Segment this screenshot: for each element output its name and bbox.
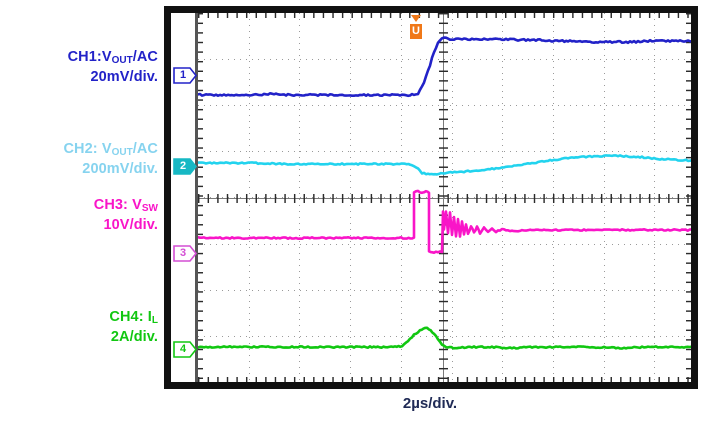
left-edge-ticks: [198, 13, 203, 382]
marker-label: 1: [179, 69, 187, 81]
channel-marker-2[interactable]: 2: [173, 158, 197, 175]
channel-marker-3[interactable]: 3: [173, 245, 197, 262]
waveform-4: [198, 326, 691, 350]
trigger-arrow-icon: [411, 15, 421, 22]
channel-legend: CH1:VOUT/AC 20mV/div. CH2: VOUT/AC 200mV…: [0, 0, 162, 444]
marker-tag-icon: [173, 341, 197, 358]
channel-marker-4[interactable]: 4: [173, 341, 197, 358]
timebase-label: 2µs/div.: [402, 395, 458, 412]
legend-ch3-scale: 10V/div.: [103, 216, 158, 233]
legend-ch4: CH4: IL 2A/div.: [0, 308, 158, 346]
channel-marker-1[interactable]: 1: [173, 67, 197, 84]
top-edge-ticks: [198, 13, 691, 18]
waveform-traces: [198, 36, 691, 350]
legend-ch1: CH1:VOUT/AC 20mV/div.: [0, 48, 158, 86]
legend-ch2-name: CH2: VOUT/AC: [63, 141, 158, 158]
marker-tag-icon: [173, 245, 197, 262]
horizontal-axis-ticks: [198, 194, 691, 203]
legend-ch2-scale: 200mV/div.: [82, 160, 158, 177]
legend-ch1-scale: 20mV/div.: [90, 68, 158, 85]
legend-ch1-name: CH1:VOUT/AC: [67, 49, 158, 66]
legend-ch4-scale: 2A/div.: [110, 328, 158, 345]
trigger-marker[interactable]: U: [408, 15, 424, 49]
oscilloscope-display: U 1 2 3 4: [164, 6, 698, 389]
bottom-edge-ticks: [198, 377, 691, 382]
marker-label: 4: [179, 343, 187, 355]
marker-label: 3: [179, 247, 187, 259]
marker-tag-icon: [173, 67, 197, 84]
graticule: U: [195, 13, 691, 382]
right-edge-ticks: [686, 13, 691, 382]
legend-ch2: CH2: VOUT/AC 200mV/div.: [0, 140, 158, 178]
waveform-2: [198, 154, 691, 176]
legend-ch3-name: CH3: VSW: [93, 197, 158, 214]
legend-ch4-name: CH4: IL: [109, 309, 158, 326]
marker-label: 2: [179, 160, 187, 172]
waveform-1: [198, 36, 691, 98]
waveform-3: [198, 189, 691, 254]
legend-ch3: CH3: VSW 10V/div.: [0, 196, 158, 234]
marker-tag-icon: [173, 158, 197, 175]
trigger-glyph: U: [410, 24, 422, 39]
